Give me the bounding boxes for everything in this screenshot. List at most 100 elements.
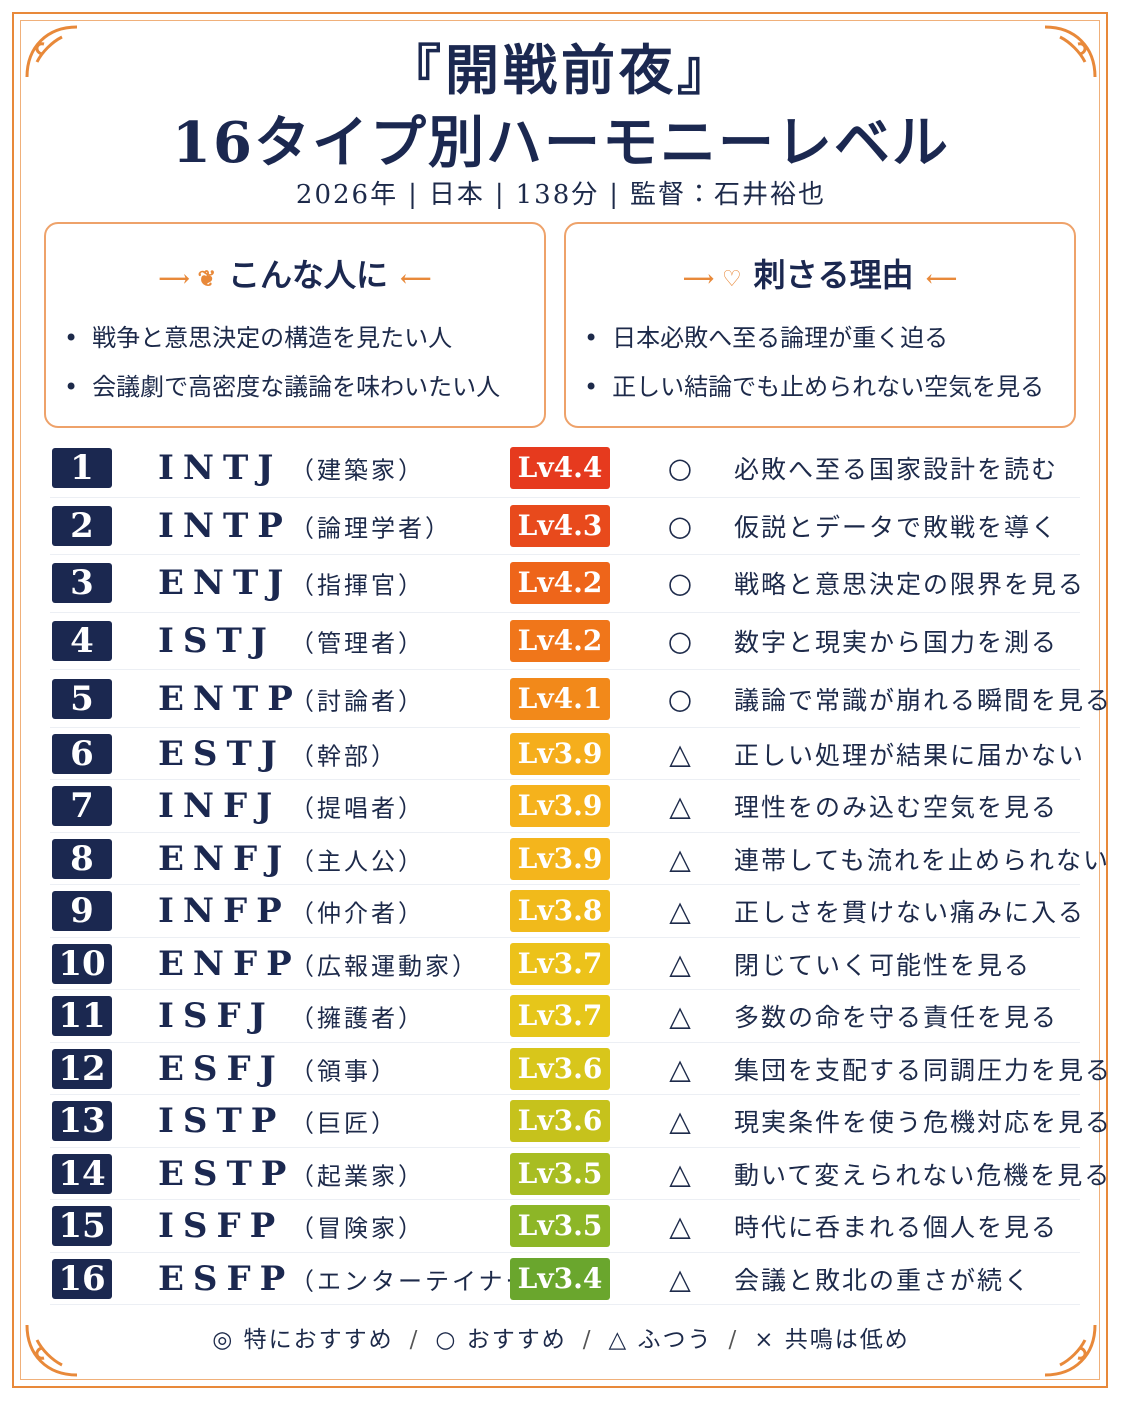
separator: | xyxy=(494,180,506,210)
type-code: ENTP xyxy=(158,678,302,719)
rank-badge: 6 xyxy=(52,733,112,774)
rating-mark: △ xyxy=(669,1104,691,1138)
comment: 必敗へ至る国家設計を読む xyxy=(734,455,1059,485)
comment: 数字と現実から国力を測る xyxy=(734,628,1059,658)
type-code: ENTJ xyxy=(158,563,293,604)
title: 『開戦前夜』 xyxy=(387,38,735,102)
rating-mark: △ xyxy=(669,1052,691,1086)
rating-mark: △ xyxy=(669,737,691,771)
type-code: ISFJ xyxy=(158,996,275,1037)
ranking-row: 8 ENFJ （主人公） Lv3.9 △ 連帯しても流れを止められない xyxy=(50,833,1108,886)
corner-ornament xyxy=(1044,25,1097,78)
bullet-list: 戦争と意思決定の構造を見たい人会議劇で高密度な議論を味わいたい人 xyxy=(64,314,544,412)
meta: 2026年 | 日本 | 138分 | 監督：石井裕也 xyxy=(0,174,1122,211)
type-code: ISFP xyxy=(158,1206,285,1247)
comment: 会議と敗北の重さが続く xyxy=(734,1265,1032,1295)
ranking-row: 7 INFJ （提唱者） Lv3.9 △ 理性をのみ込む空気を見る xyxy=(50,780,1080,833)
ranking-row: 12 ESFJ （領事） Lv3.6 △ 集団を支配する同調圧力を見る xyxy=(50,1043,1110,1096)
box-title-text: こんな人に xyxy=(228,256,389,294)
ornament: ⟶ ♡ xyxy=(682,266,742,292)
rating-mark: ○ xyxy=(667,566,693,600)
type-code: ISTJ xyxy=(158,621,276,662)
rating-mark: △ xyxy=(669,999,691,1033)
comment: 現実条件を使う危機対応を見る xyxy=(734,1108,1113,1138)
legend-item: ◎ 特におすすめ xyxy=(212,1327,394,1353)
level-badge: Lv3.5 xyxy=(510,1205,610,1248)
bullet-list: 日本必敗へ至る論理が重く迫る正しい結論でも止められない空気を見る xyxy=(584,314,1074,412)
separator: | xyxy=(408,180,419,210)
legend-item: × 共鳴は低め xyxy=(754,1327,910,1353)
type-code: ESTJ xyxy=(158,733,286,774)
meta-item: 138分 xyxy=(515,180,600,210)
ranking-row: 11 ISFJ （擁護者） Lv3.7 △ 多数の命を守る責任を見る xyxy=(50,990,1080,1043)
bullet-item: 戦争と意思決定の構造を見たい人 xyxy=(64,314,544,363)
comment: 動いて変えられない危機を見る xyxy=(734,1160,1112,1190)
rank-badge: 14 xyxy=(52,1153,112,1194)
level-badge: Lv4.4 xyxy=(510,447,610,490)
ranking-row: 14 ESTP （起業家） Lv3.5 △ 動いて変えられない危機を見る xyxy=(50,1148,1109,1201)
type-role: （論理学者） xyxy=(290,514,452,543)
comment: 戦略と意思決定の限界を見る xyxy=(734,570,1086,600)
type-code: INTJ xyxy=(158,448,283,489)
legend-item: △ ふつう xyxy=(608,1327,713,1353)
type-code: ESTP xyxy=(158,1153,296,1194)
level-badge: Lv4.1 xyxy=(510,677,610,720)
level-badge: Lv3.9 xyxy=(510,837,610,880)
level-badge: Lv3.7 xyxy=(510,995,610,1038)
rating-mark: △ xyxy=(669,1209,691,1243)
ranking-row: 4 ISTJ （管理者） Lv4.2 ○ 数字と現実から国力を測る xyxy=(50,613,1080,671)
bullet-item: 日本必敗へ至る論理が重く迫る xyxy=(584,314,1074,363)
ornament: ⟵ xyxy=(925,266,958,292)
ranking-row: 13 ISTP （巨匠） Lv3.6 △ 現実条件を使う危機対応を見る xyxy=(50,1095,1110,1148)
rating-mark: ○ xyxy=(667,509,693,543)
comment: 連帯しても流れを止められない xyxy=(734,845,1111,875)
ornament: ⟵ xyxy=(400,266,432,292)
rating-mark: △ xyxy=(669,842,691,876)
level-badge: Lv4.2 xyxy=(510,562,610,605)
type-role: （冒険家） xyxy=(290,1214,425,1243)
box-title: ⟶ ♡ 刺さる理由 ⟵ xyxy=(566,250,1074,296)
rank-badge: 15 xyxy=(52,1206,112,1247)
ranking-row: 3 ENTJ （指揮官） Lv4.2 ○ 戦略と意思決定の限界を見る xyxy=(50,555,1083,613)
corner-ornament xyxy=(25,25,78,78)
ornament: ⟶ ❦ xyxy=(158,266,217,292)
type-role: （巨匠） xyxy=(290,1109,398,1138)
type-role: （幹部） xyxy=(290,742,398,771)
meta-item: 日本 xyxy=(428,180,485,210)
type-role: （討論者） xyxy=(290,687,425,716)
box-title: ⟶ ❦ こんな人に ⟵ xyxy=(46,250,544,296)
type-role: （主人公） xyxy=(290,847,425,876)
comment: 議論で常識が崩れる瞬間を見る xyxy=(734,685,1113,715)
type-role: （領事） xyxy=(290,1057,398,1086)
legend: ◎ 特におすすめ / ○ おすすめ / △ ふつう / × 共鳴は低め xyxy=(0,1320,1122,1354)
ranking-row: 16 ESFP （エンターテイナー） Lv3.4 △ 会議と敗北の重さが続く xyxy=(50,1253,1080,1306)
rank-badge: 1 xyxy=(52,448,112,489)
rating-mark: ○ xyxy=(667,682,693,716)
level-badge: Lv3.8 xyxy=(510,890,610,933)
rank-badge: 16 xyxy=(52,1258,112,1299)
ranking-row: 2 INTP （論理学者） Lv4.3 ○ 仮説とデータで敗戦を導く xyxy=(50,498,1080,556)
corner-ornament xyxy=(1044,1324,1097,1377)
level-badge: Lv3.5 xyxy=(510,1152,610,1195)
ranking-row: 9 INFP （仲介者） Lv3.8 △ 正しさを貫けない痛みに入る xyxy=(50,885,1083,938)
comment: 集団を支配する同調圧力を見る xyxy=(734,1055,1113,1085)
info-box: ⟶ ♡ 刺さる理由 ⟵ 日本必敗へ至る論理が重く迫る正しい結論でも止められない空気を見… xyxy=(564,222,1076,428)
rating-mark: △ xyxy=(669,789,691,823)
level-badge: Lv3.4 xyxy=(510,1257,610,1300)
rating-mark: ○ xyxy=(667,624,693,658)
ranking-row: 6 ESTJ （幹部） Lv3.9 △ 正しい処理が結果に届かない xyxy=(50,728,1083,781)
rank-badge: 7 xyxy=(52,786,112,827)
rating-mark: △ xyxy=(669,947,691,981)
ranking-row: 1 INTJ （建築家） Lv4.4 ○ 必敗へ至る国家設計を読む xyxy=(50,440,1080,498)
type-role: （起業家） xyxy=(290,1162,425,1191)
ranking-list: 1 INTJ （建築家） Lv4.4 ○ 必敗へ至る国家設計を読む 2 INTP （論理学者） L… xyxy=(50,440,1110,1306)
comment: 理性をのみ込む空気を見る xyxy=(734,793,1059,823)
type-code: ESFJ xyxy=(158,1048,285,1089)
comment: 正しさを貫けない痛みに入る xyxy=(734,898,1086,928)
level-badge: Lv4.3 xyxy=(510,504,610,547)
rank-badge: 11 xyxy=(52,996,112,1037)
type-code: INFP xyxy=(158,891,291,932)
ranking-row: 10 ENFP （広報運動家） Lv3.7 △ 閉じていく可能性を見る xyxy=(50,938,1080,991)
frame xyxy=(12,12,1108,1388)
level-badge: Lv4.2 xyxy=(510,620,610,663)
